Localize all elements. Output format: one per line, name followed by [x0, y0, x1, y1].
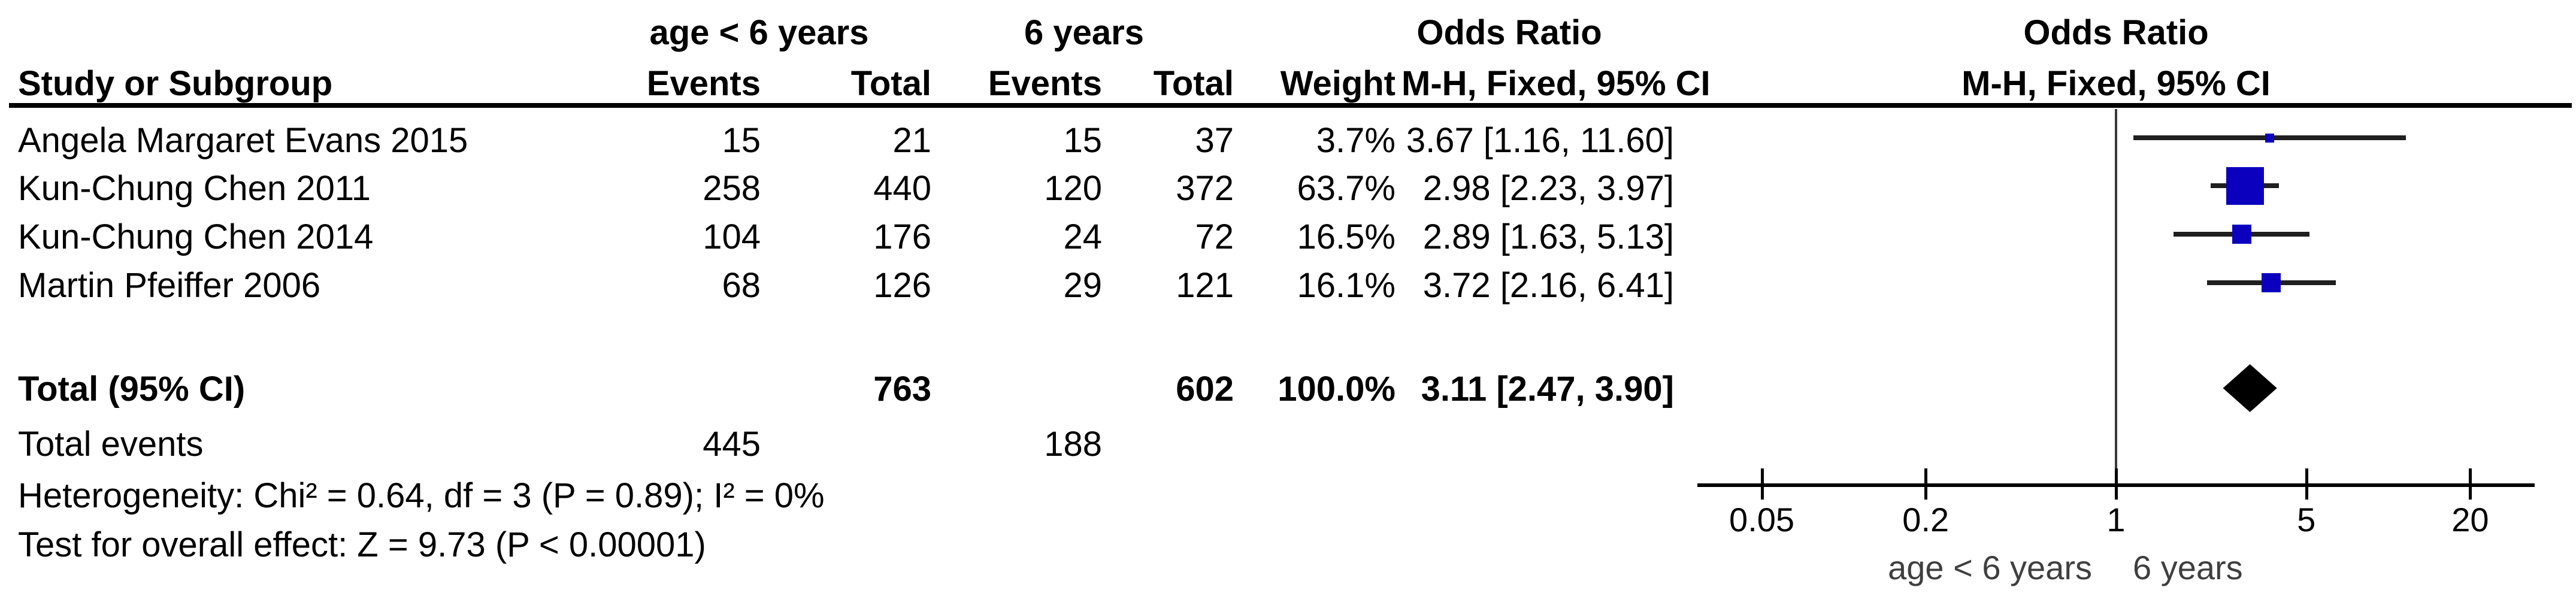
effect-square-marker [2232, 225, 2251, 244]
or-column-title: Odds Ratio [1416, 13, 1602, 52]
x-axis-tick-label: 0.2 [1902, 501, 1950, 538]
x-axis-tick [2115, 468, 2118, 500]
header-events-1: Events [646, 64, 761, 103]
header-underline [9, 103, 2572, 108]
effect-square-marker [2262, 273, 2281, 292]
total1-value: 21 [892, 121, 931, 160]
overall-effect-text: Test for overall effect: Z = 9.73 (P < 0… [18, 525, 706, 564]
events2-value: 15 [1063, 121, 1102, 160]
or-plot-title: Odds Ratio [2023, 13, 2209, 52]
total2-value: 372 [1176, 169, 1234, 208]
header-row: Study or Subgroup Events Total Events To… [0, 62, 2576, 105]
weight-value: 16.5% [1297, 217, 1396, 256]
or-ci-value: 2.98 [2.23, 3.97] [1422, 169, 1674, 208]
header-total-1: Total [850, 64, 931, 103]
weight-value: 63.7% [1297, 169, 1396, 208]
effect-square-marker [2226, 167, 2265, 205]
table-row: Kun-Chung Chen 2014 104 176 24 72 16.5% … [0, 216, 2576, 259]
header-weight: Weight [1280, 64, 1396, 103]
heterogeneity-row: Heterogeneity: Chi² = 0.64, df = 3 (P = … [0, 474, 2576, 518]
total2-value: 37 [1195, 121, 1234, 160]
weight-sum: 100.0% [1278, 370, 1396, 409]
total-events-row: Total events 445 188 [0, 423, 2576, 466]
total-events-1: 445 [703, 425, 761, 464]
heterogeneity-text: Heterogeneity: Chi² = 0.64, df = 3 (P = … [18, 476, 825, 515]
events2-value: 29 [1063, 266, 1102, 305]
total1-value: 440 [873, 169, 931, 208]
events1-value: 68 [722, 266, 761, 305]
total-label: Total (95% CI) [18, 370, 246, 409]
study-label: Martin Pfeiffer 2006 [18, 266, 321, 305]
header-group-row: age < 6 years 6 years Odds Ratio Odds Ra… [0, 11, 2576, 55]
x-axis-tick [2305, 468, 2308, 500]
header-or-ci: M-H, Fixed, 95% CI [1401, 64, 1711, 103]
axis-label-left: age < 6 years [1888, 549, 2092, 586]
total2-value: 72 [1195, 217, 1234, 256]
pooled-or-ci: 3.11 [2.47, 3.90] [1421, 370, 1674, 409]
header-events-2: Events [988, 64, 1102, 103]
x-axis-tick-label: 5 [2297, 501, 2316, 538]
events1-value: 258 [703, 169, 761, 208]
header-plot-or-ci: M-H, Fixed, 95% CI [1961, 64, 2271, 103]
study-label: Kun-Chung Chen 2014 [18, 217, 374, 256]
total-row: Total (95% CI) 763 602 100.0% 3.11 [2.47… [0, 368, 2576, 411]
x-axis-tick [2469, 468, 2472, 500]
x-axis-tick-label: 1 [2106, 501, 2126, 538]
table-row: Kun-Chung Chen 2011 258 440 120 372 63.7… [0, 167, 2576, 210]
total2-value: 121 [1176, 266, 1234, 305]
total1-value: 126 [873, 266, 931, 305]
axis-label-right: 6 years [2133, 549, 2243, 586]
weight-value: 16.1% [1297, 266, 1396, 305]
study-label: Angela Margaret Evans 2015 [18, 121, 468, 160]
x-axis-tick [1924, 468, 1928, 500]
overall-effect-row: Test for overall effect: Z = 9.73 (P < 0… [0, 524, 2576, 567]
null-effect-line [2115, 109, 2117, 486]
total-events-2: 188 [1044, 425, 1102, 464]
table-row: Angela Margaret Evans 2015 15 21 15 37 3… [0, 119, 2576, 162]
total2-sum: 602 [1176, 370, 1234, 409]
total-events-label: Total events [18, 425, 204, 464]
effect-square-marker [2265, 133, 2275, 143]
header-total-2: Total [1153, 64, 1234, 103]
events2-value: 24 [1063, 217, 1102, 256]
study-label: Kun-Chung Chen 2011 [18, 169, 371, 208]
events1-value: 104 [703, 217, 761, 256]
column-group-control: 6 years [1024, 13, 1144, 52]
events1-value: 15 [722, 121, 761, 160]
header-study: Study or Subgroup [18, 64, 333, 103]
events2-value: 120 [1044, 169, 1102, 208]
weight-value: 3.7% [1316, 121, 1396, 160]
total1-sum: 763 [873, 370, 931, 409]
column-group-experimental: age < 6 years [649, 13, 869, 52]
x-axis-tick-label: 0.05 [1729, 501, 1795, 538]
pooled-diamond-marker [2223, 364, 2277, 412]
x-axis-tick-label: 20 [2451, 501, 2489, 538]
or-ci-value: 3.72 [2.16, 6.41] [1422, 266, 1674, 305]
or-ci-value: 2.89 [1.63, 5.13] [1422, 217, 1674, 256]
total1-value: 176 [873, 217, 931, 256]
or-ci-value: 3.67 [1.16, 11.60] [1406, 121, 1674, 160]
x-axis-tick [1760, 468, 1764, 500]
table-row: Martin Pfeiffer 2006 68 126 29 121 16.1%… [0, 264, 2576, 307]
